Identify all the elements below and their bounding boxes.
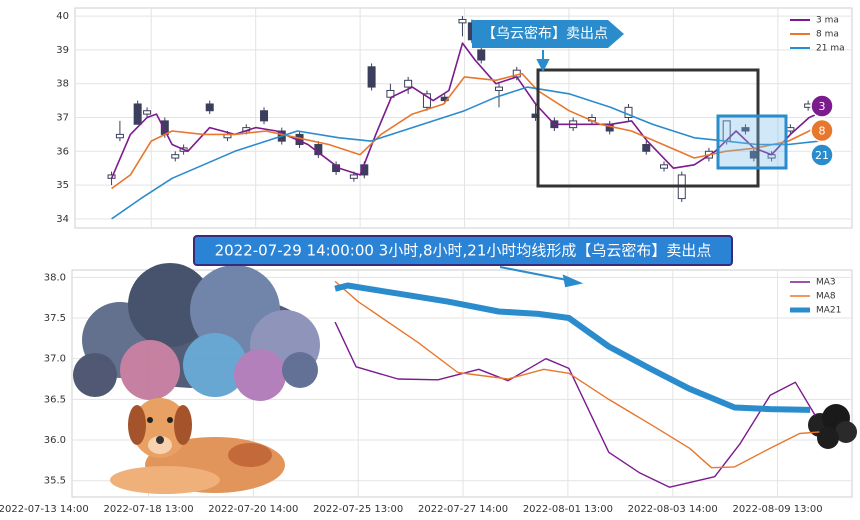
series-badge [810, 94, 834, 118]
x-tick-label: 2022-07-18 13:00 [103, 504, 193, 515]
legend-label: MA21 [816, 306, 841, 316]
candle-body [741, 127, 750, 132]
y-tick-label: 38 [56, 79, 69, 90]
x-tick-label: 2022-08-03 14:00 [628, 504, 718, 515]
series-badge-label: 8 [819, 125, 826, 138]
candle-body [160, 120, 169, 135]
candle-body [143, 110, 152, 115]
y-tick-label: 37.5 [44, 313, 66, 324]
candle-body [660, 164, 669, 169]
x-tick-label: 2022-08-01 13:00 [523, 504, 613, 515]
series-badge [810, 143, 834, 167]
candle-body [260, 110, 269, 122]
y-tick-label: 36.0 [44, 435, 66, 446]
x-tick-label: 2022-08-09 13:00 [733, 504, 823, 515]
line-series [334, 321, 816, 488]
plot-area [74, 7, 853, 229]
candle-body [495, 86, 504, 91]
y-tick-label: 36.5 [44, 394, 66, 405]
candle-body [477, 49, 486, 61]
candle-body [171, 154, 180, 159]
y-tick-label: 37 [56, 112, 69, 123]
legend-label: MA3 [816, 278, 836, 288]
y-tick-label: 40 [56, 11, 69, 22]
line-series [110, 42, 826, 179]
line-series [334, 282, 811, 413]
y-tick-label: 34 [56, 214, 69, 225]
legend-label: 8 ma [816, 30, 839, 40]
x-tick-label: 2022-07-25 13:00 [313, 504, 403, 515]
annotation-pointer [536, 50, 550, 73]
line-series [111, 86, 820, 220]
series-badge-label: 3 [819, 100, 826, 113]
legend-label: MA8 [816, 292, 836, 302]
y-tick-label: 36 [56, 146, 69, 157]
candle-body [133, 103, 142, 125]
x-tick-label: 2022-07-27 14:00 [418, 504, 508, 515]
series-badge [810, 118, 834, 143]
background-art [73, 263, 857, 494]
candle-body [349, 174, 358, 179]
y-tick-label: 39 [56, 45, 69, 56]
annotation-arrow [499, 266, 584, 288]
candle-body [367, 66, 376, 88]
y-tick-label: 38.0 [44, 272, 66, 283]
legend-label: 21 ma [816, 44, 845, 54]
candle-body [205, 103, 214, 112]
y-tick-label: 35.5 [44, 476, 66, 487]
cloud-art [73, 263, 320, 401]
line-series [334, 280, 820, 469]
y-tick-label: 35 [56, 180, 69, 191]
highlight-box [716, 114, 788, 170]
candle-body [386, 89, 395, 98]
series-badge-label: 21 [815, 149, 829, 162]
x-tick-label: 2022-07-13 14:00 [0, 504, 89, 515]
dog-art [110, 398, 285, 494]
plot-area [71, 269, 853, 498]
annotation-arrow [472, 20, 624, 48]
highlight-box [536, 68, 760, 188]
y-tick-label: 37.0 [44, 354, 66, 365]
annotation-label: 2022-07-29 14:00:00 3小时,8小时,21小时均线形成【乌云密… [215, 242, 712, 260]
dark-cloud-art [808, 404, 857, 449]
x-tick-label: 2022-07-20 14:00 [208, 504, 298, 515]
legend-label: 3 ma [816, 16, 839, 26]
candle-body [458, 18, 467, 24]
annotation-label: 【乌云密布】卖出点 [482, 25, 608, 42]
candle-body [115, 133, 124, 139]
annotation-banner [193, 235, 733, 266]
candle-body [642, 144, 651, 152]
candle-body [422, 93, 431, 108]
line-series [111, 72, 826, 190]
candle-body [404, 79, 413, 88]
candle-body [786, 127, 795, 132]
